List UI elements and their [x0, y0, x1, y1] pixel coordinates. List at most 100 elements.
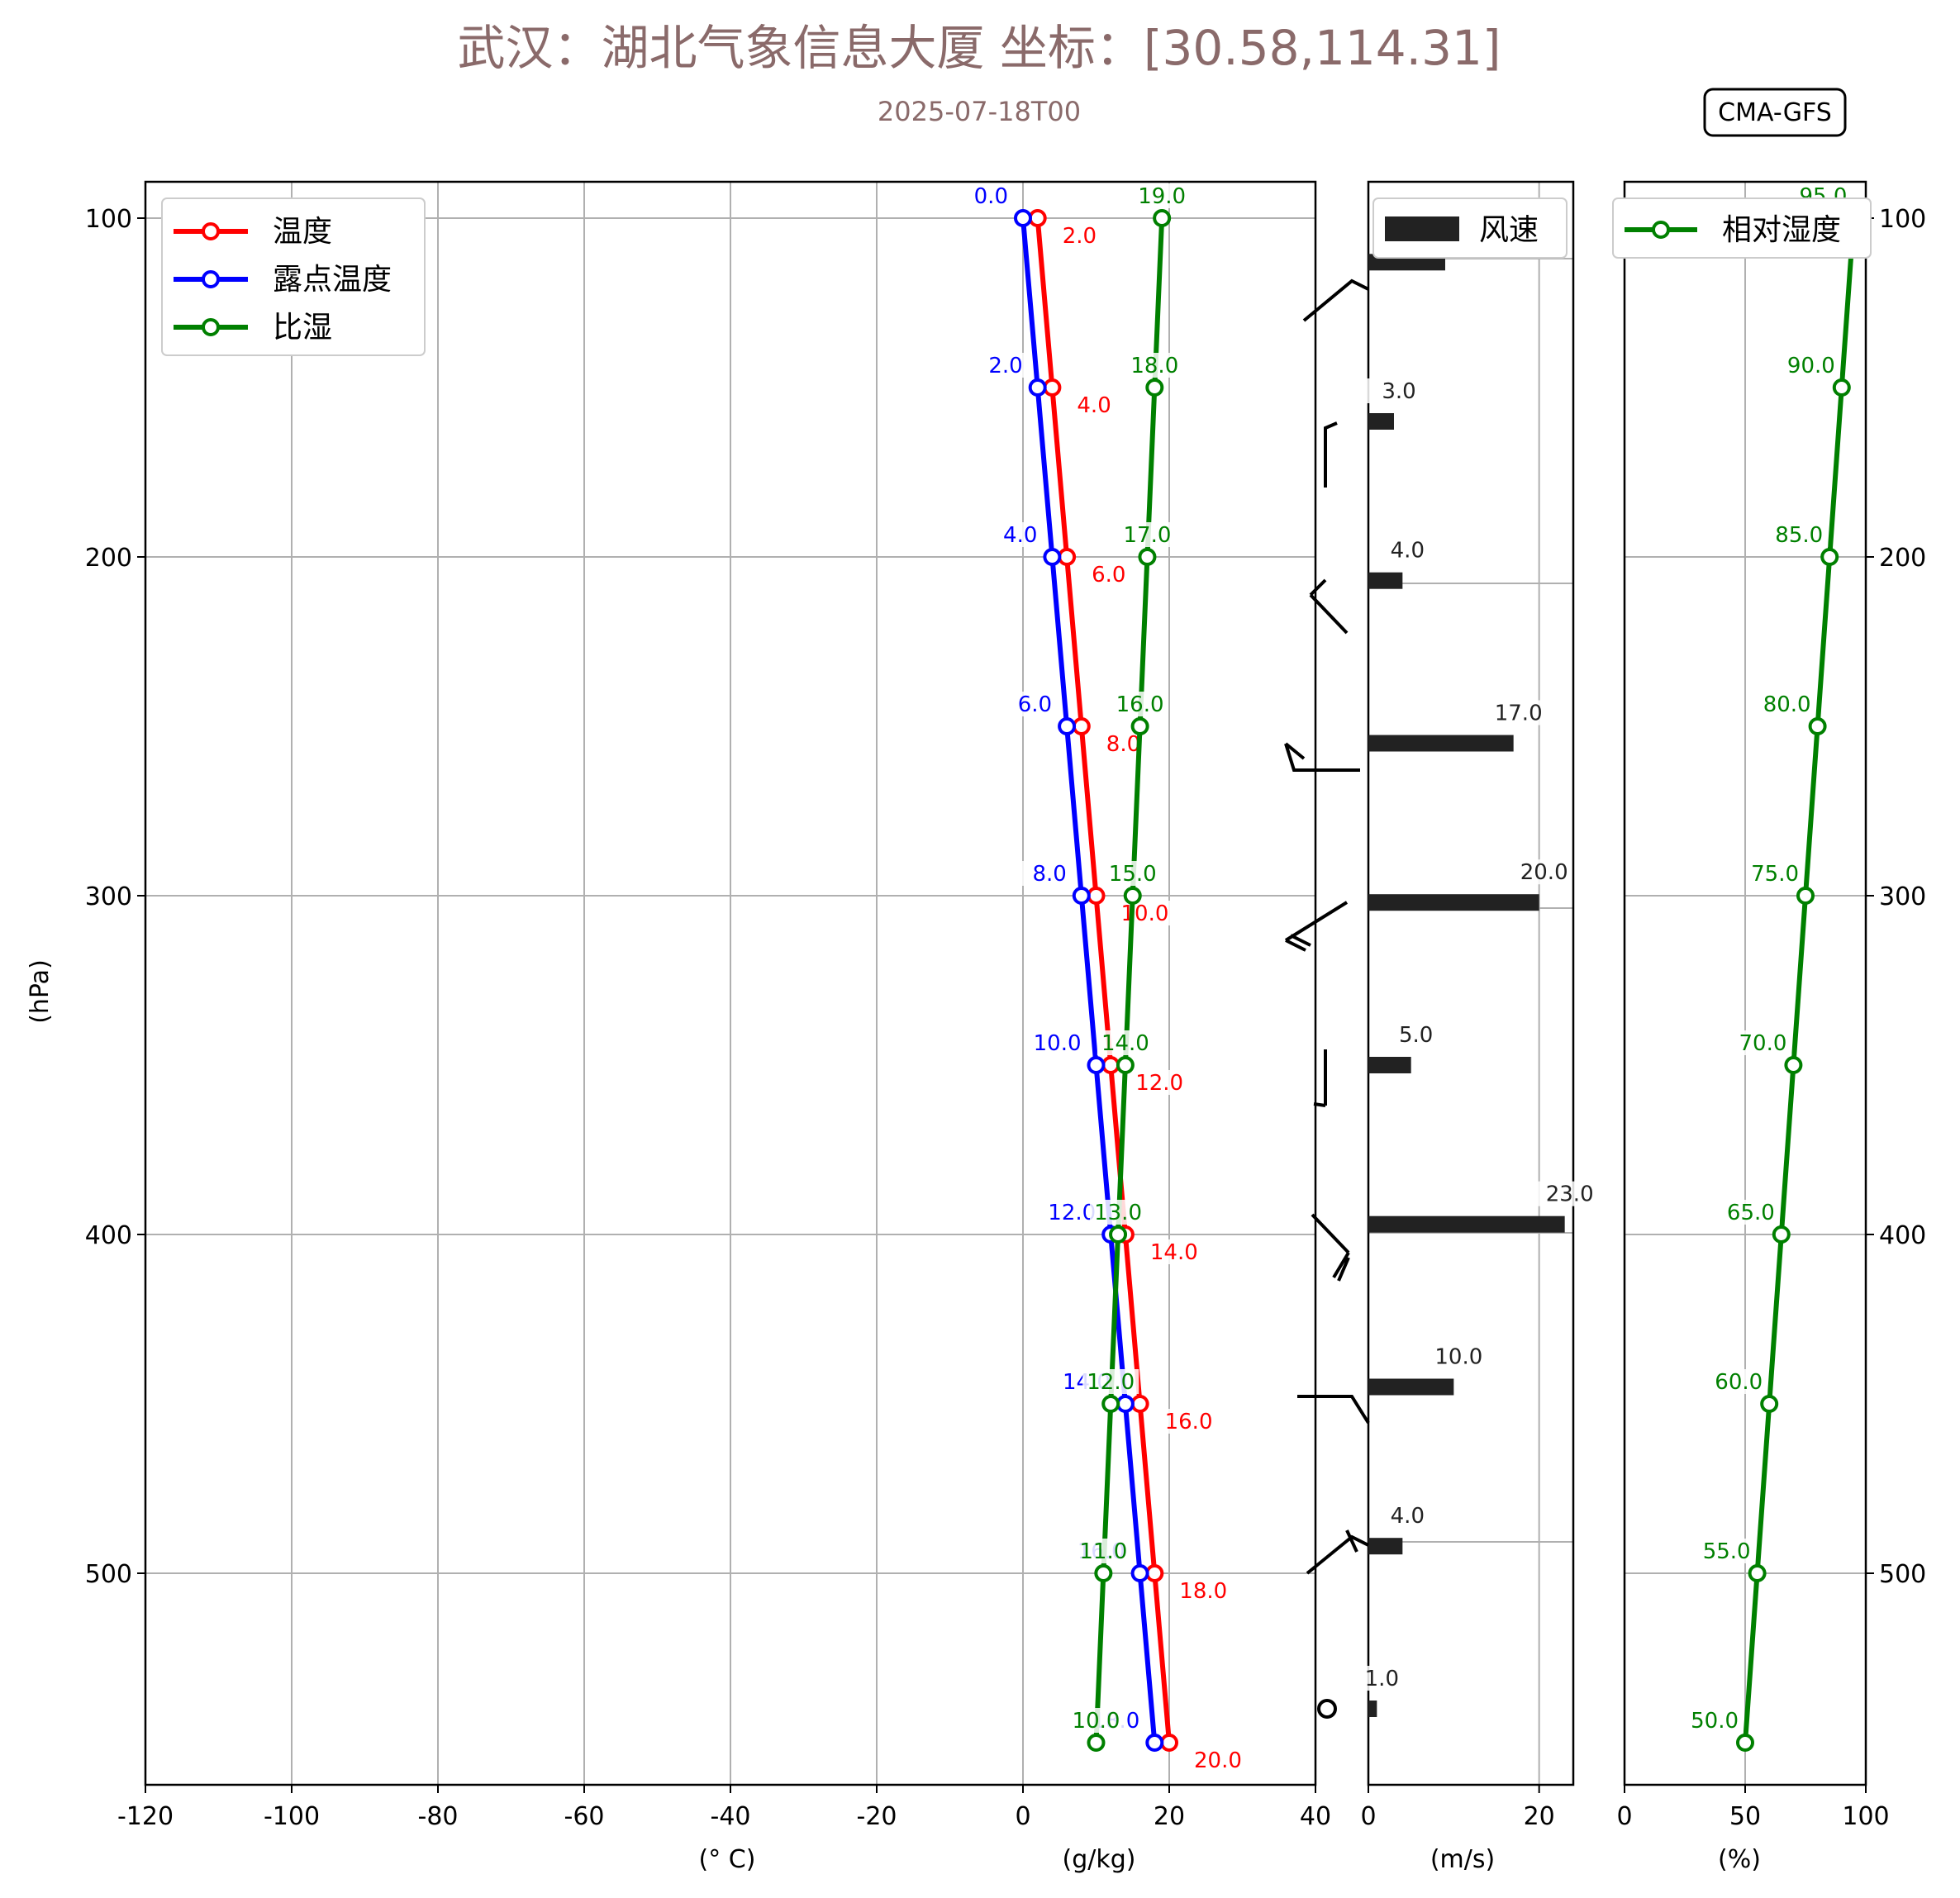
wind-label-bg: [1349, 1666, 1409, 1691]
dewpoint-label-bg: [971, 353, 1028, 378]
wind-barb-icon: [1324, 421, 1338, 488]
temperature-label-bg: [1058, 223, 1116, 248]
rh-point: [1784, 1056, 1803, 1074]
wind-data-label: 1.0: [1365, 1667, 1399, 1691]
specific-humidity-label-bg: [1082, 1369, 1139, 1394]
wind-barb-icon: [1309, 578, 1349, 635]
temp-x-tick-label: -120: [117, 1802, 174, 1831]
wind-panel: 0 20 3.0 4.0 17.0 20.0 5.0 23.0 10.0 4.0 1.0 风速: [1284, 180, 1596, 1831]
specific-humidity-point: [1094, 1564, 1113, 1582]
wind-data-label: 4.0: [1391, 539, 1425, 564]
temperature-data-label: 8.0: [1106, 732, 1140, 757]
rh-y-tick-label: 300: [1879, 882, 1926, 911]
dewpoint-point: [1087, 1056, 1106, 1074]
y-tick-label: 100: [85, 205, 132, 234]
rh-label-bg: [1748, 861, 1804, 886]
wind-label-bg: [1382, 1022, 1443, 1047]
specific-humidity-label-bg: [1126, 353, 1183, 378]
specific-humidity-line: [1093, 217, 1165, 1743]
temperature-point: [1087, 887, 1106, 905]
wind-barb-icon: [1313, 1049, 1327, 1107]
wind-bar: [1368, 413, 1394, 430]
specific-humidity-label-bg: [1075, 1539, 1132, 1563]
specific-humidity-label-bg: [1104, 861, 1161, 886]
wind-data-label: 20.0: [1520, 860, 1568, 885]
specific-humidity-point: [1109, 1225, 1128, 1244]
temperature-label-bg: [1161, 1409, 1218, 1434]
rh-x-tick-label: 50: [1729, 1802, 1761, 1831]
dewpoint-point: [1145, 1734, 1164, 1752]
y-axis-label: (hPa): [26, 959, 55, 1024]
wind-data-label: 17.0: [1495, 702, 1543, 726]
wind-label-bg: [1374, 537, 1434, 563]
dewpoint-label-bg: [957, 183, 1013, 208]
rh-y-tick-label: 200: [1879, 544, 1926, 573]
rh-line: [1743, 217, 1857, 1743]
temperature-data-label: 2.0: [1063, 224, 1097, 249]
rh-label-bg: [1735, 1030, 1792, 1055]
wind-legend-box: [1372, 197, 1568, 259]
rh-point: [1760, 1395, 1779, 1413]
specific-humidity-label-bg: [1068, 1708, 1125, 1733]
temp-x-axis-label: (° C): [699, 1845, 756, 1874]
y-tick-label: 200: [85, 544, 132, 573]
dewpoint-point: [1058, 717, 1077, 735]
model-badge: CMA-GFS: [1703, 88, 1847, 137]
temperature-point: [1160, 1734, 1178, 1752]
y-tick-label: 300: [85, 882, 132, 911]
temperature-label-bg: [1132, 1070, 1189, 1095]
rh-legend-box: [1612, 197, 1872, 259]
temperature-point: [1145, 1564, 1164, 1582]
dewpoint-legend-label: 露点温度: [273, 263, 392, 297]
rh-x-tick-label: 100: [1842, 1802, 1889, 1831]
temperature-label-bg: [1191, 1748, 1247, 1772]
temperature-legend-label: 温度: [273, 215, 332, 249]
temperature-label-bg: [1102, 731, 1159, 756]
temp-x-tick-label: 0: [1015, 1802, 1030, 1831]
dewpoint-data-label: 6.0: [1018, 692, 1052, 717]
rh-legend-marker: [1652, 221, 1670, 239]
temperature-data-label: 20.0: [1194, 1748, 1242, 1773]
rh-data-label: 75.0: [1751, 862, 1799, 887]
temperature-label-bg: [1176, 1578, 1233, 1603]
rh-point: [1796, 887, 1815, 905]
dewpoint-point: [1072, 887, 1091, 905]
temperature-data-label: 16.0: [1165, 1410, 1213, 1434]
specific-humidity-label-bg: [1090, 1200, 1147, 1225]
wind-x-tick-label: 20: [1524, 1802, 1555, 1831]
temperature-point: [1043, 378, 1062, 397]
temperature-label-bg: [1117, 901, 1174, 925]
specific-humidity-data-label: 16.0: [1116, 692, 1164, 717]
specific-humidity-data-label: 11.0: [1079, 1539, 1127, 1564]
temp-x-tick-label: 20: [1154, 1802, 1185, 1831]
rh-y-tick-label: 400: [1879, 1221, 1926, 1250]
specific-humidity-label-bg: [1119, 522, 1176, 547]
specific-humidity-label-bg: [1111, 692, 1168, 716]
specific-humidity-data-label: 18.0: [1130, 354, 1178, 378]
wind-label-bg: [1536, 1181, 1596, 1206]
rh-label-bg: [1699, 1539, 1756, 1563]
specific-humidity-point: [1153, 209, 1172, 227]
dewpoint-point: [1014, 209, 1032, 227]
dewpoint-data-label: 12.0: [1048, 1201, 1096, 1225]
temp-x-tick-label: -40: [711, 1802, 751, 1831]
temp-x-tick-label: -80: [418, 1802, 459, 1831]
model-badge-box: [1703, 88, 1847, 137]
specific-humidity-point: [1087, 1734, 1106, 1752]
rh-data-label: 55.0: [1703, 1539, 1751, 1564]
wind-data-label: 4.0: [1391, 1504, 1425, 1529]
specific-humidity-data-label: 15.0: [1109, 862, 1157, 887]
dewpoint-data-label: 8.0: [1032, 862, 1066, 887]
dewpoint-label-bg: [1030, 1030, 1087, 1055]
wind-legend-swatch: [1385, 216, 1459, 241]
wind-data-label: 3.0: [1382, 379, 1415, 404]
temp-x-tick-label: -60: [564, 1802, 605, 1831]
specific-humidity-data-label: 10.0: [1073, 1709, 1120, 1734]
specific-humidity-data-label: 14.0: [1101, 1031, 1149, 1056]
y-tick-label: 500: [85, 1560, 132, 1589]
specific-humidity-point: [1123, 887, 1142, 905]
rh-point: [1748, 1564, 1767, 1582]
wind-bar: [1368, 1701, 1377, 1717]
temperature-label-bg: [1073, 392, 1130, 417]
